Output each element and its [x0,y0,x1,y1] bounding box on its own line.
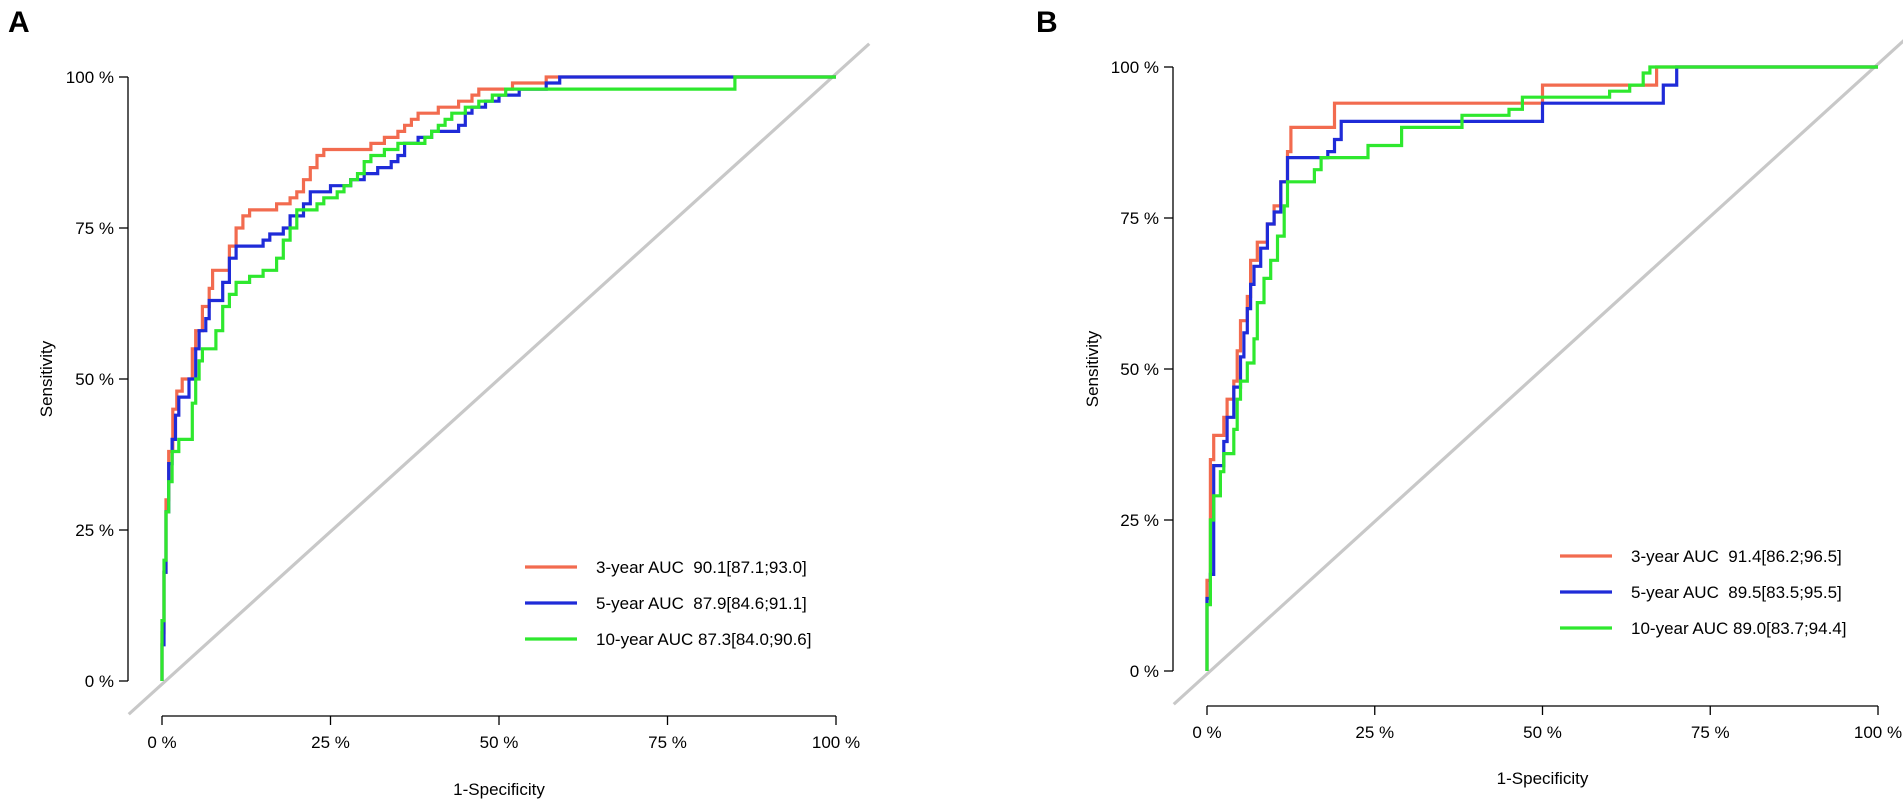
legend-entry: 5-year AUC 87.9[84.6;91.1] [596,594,807,613]
roc-curve-series-2 [160,75,836,681]
y-tick-label: 25 % [75,521,114,540]
x-tick-label: 0 % [147,733,176,752]
legend-entry: 10-year AUC 89.0[83.7;94.4] [1631,619,1846,638]
roc-curve-series-1 [1205,65,1878,671]
x-tick-label: 50 % [480,733,519,752]
roc-curve-series-2 [1205,65,1878,671]
x-tick-label: 25 % [311,733,350,752]
panel-b: B 0 % 25 % 50 % 75 % 100 % 0 % 25 % 50 % 75 % 100 … [1036,6,1903,788]
x-tick-label: 50 % [1523,723,1562,742]
y-tick-label: 100 % [1111,58,1159,77]
y-tick-label: 75 % [75,219,114,238]
y-tick-label: 100 % [66,68,114,87]
roc-curve-series-3 [1205,65,1878,671]
diagonal-reference-line [127,42,871,716]
roc-curve-series-3 [160,75,836,681]
y-axis-title: Sensitivity [37,340,56,417]
x-tick-label: 75 % [648,733,687,752]
y-tick-label: 0 % [85,672,114,691]
panel-label: A [8,6,30,39]
y-tick-label: 50 % [75,370,114,389]
y-tick-label: 75 % [1120,209,1159,228]
panel-label: B [1036,6,1058,39]
y-axis-title: Sensitivity [1083,330,1102,407]
y-tick-label: 50 % [1120,360,1159,379]
x-axis-title: 1-Specificity [1497,769,1589,788]
y-tick-label: 25 % [1120,511,1159,530]
x-tick-label: 25 % [1355,723,1394,742]
x-tick-label: 100 % [1854,723,1902,742]
roc-curve-series-1 [160,75,836,681]
legend-entry: 3-year AUC 91.4[86.2;96.5] [1631,547,1842,566]
panel-a: A 0 % 25 % 50 % 75 % 100 % 0 % 25 % 50 % 75 % 100 … [8,6,871,799]
x-tick-label: 100 % [812,733,860,752]
x-tick-label: 75 % [1691,723,1730,742]
legend: 3-year AUC 91.4[86.2;96.5] 5-year AUC 89.… [1560,547,1846,638]
legend: 3-year AUC 90.1[87.1;93.0] 5-year AUC 87.… [525,558,811,649]
x-tick-label: 0 % [1192,723,1221,742]
legend-entry: 5-year AUC 89.5[83.5;95.5] [1631,583,1842,602]
y-tick-label: 0 % [1130,662,1159,681]
legend-entry: 10-year AUC 87.3[84.0;90.6] [596,630,811,649]
legend-entry: 3-year AUC 90.1[87.1;93.0] [596,558,807,577]
x-axis-title: 1-Specificity [453,780,545,799]
diagonal-reference-line [1172,39,1903,706]
